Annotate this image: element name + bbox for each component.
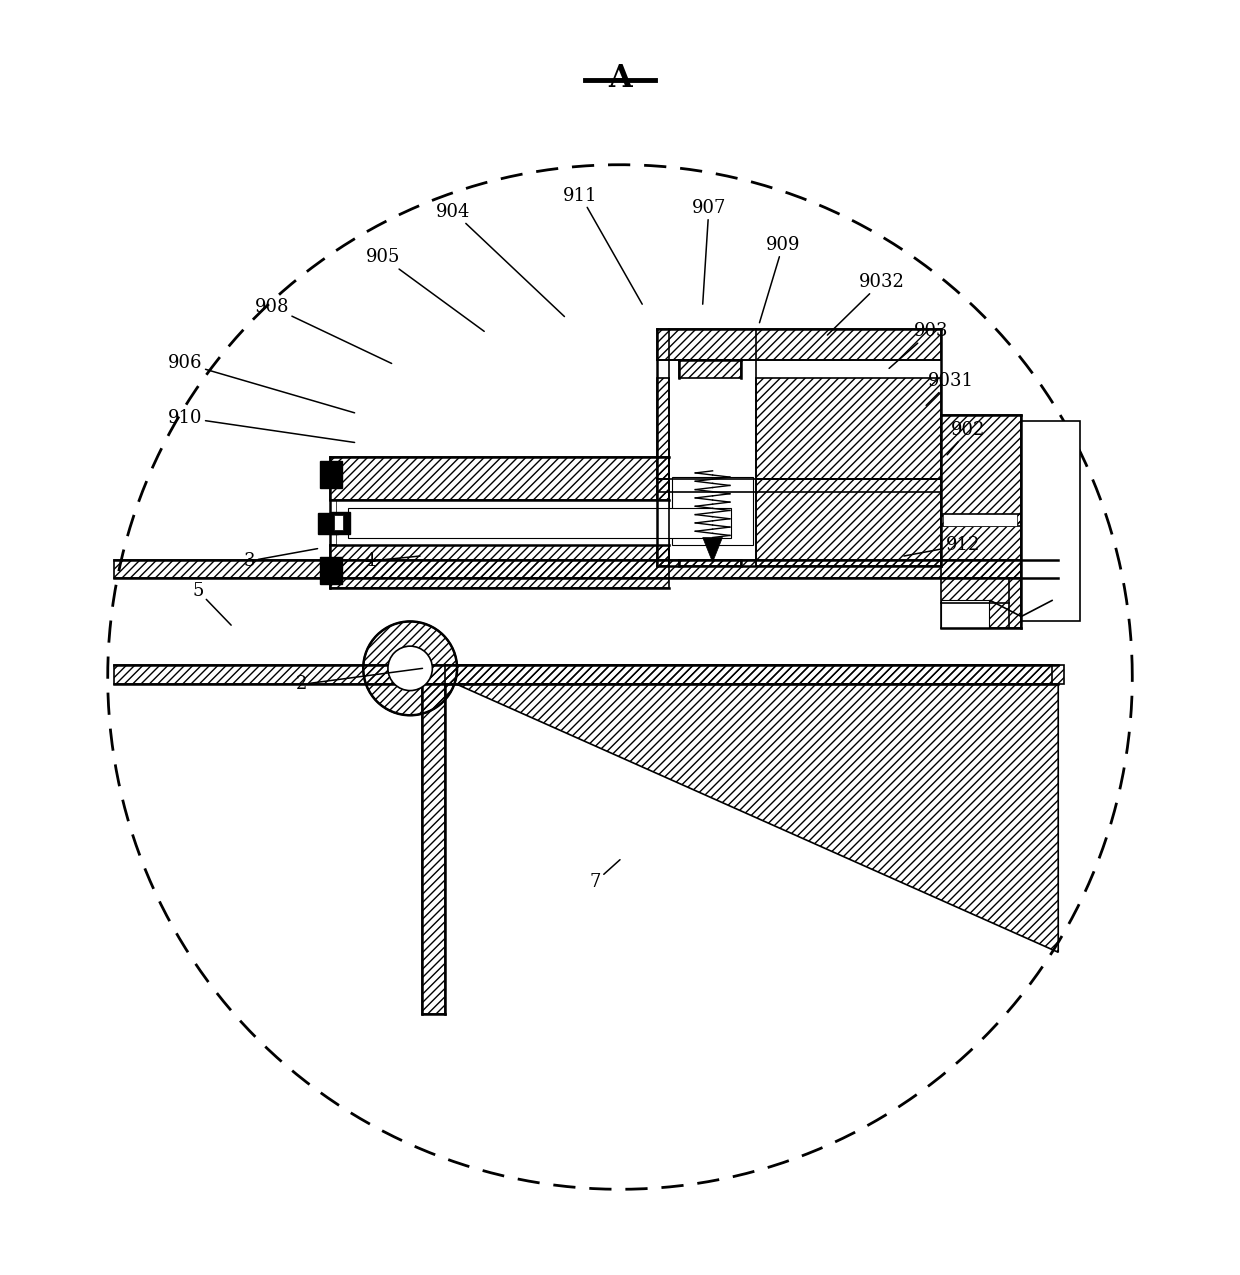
- Bar: [672, 477, 754, 544]
- Bar: [317, 513, 337, 534]
- Bar: [320, 557, 342, 584]
- Bar: [330, 544, 670, 588]
- Text: 912: 912: [904, 536, 981, 556]
- Bar: [756, 379, 941, 479]
- Bar: [320, 462, 342, 488]
- Text: 7: 7: [590, 859, 620, 891]
- Bar: [423, 685, 445, 1014]
- Bar: [680, 360, 742, 379]
- Bar: [941, 416, 1022, 527]
- Text: 906: 906: [169, 354, 355, 413]
- Bar: [330, 511, 350, 534]
- Text: 9032: 9032: [827, 273, 905, 335]
- Bar: [657, 479, 670, 566]
- Bar: [941, 601, 990, 627]
- Text: 910: 910: [169, 409, 355, 442]
- Bar: [756, 479, 941, 566]
- Bar: [336, 501, 670, 544]
- Text: 911: 911: [563, 186, 642, 305]
- Bar: [944, 514, 1018, 527]
- Text: 5: 5: [192, 581, 231, 625]
- Text: 9031: 9031: [926, 372, 973, 405]
- Bar: [657, 379, 670, 479]
- Text: 907: 907: [692, 199, 727, 305]
- Text: 2: 2: [296, 668, 423, 694]
- Bar: [1022, 422, 1080, 621]
- Text: 902: 902: [947, 421, 986, 455]
- Text: 903: 903: [889, 323, 949, 368]
- Bar: [657, 329, 941, 360]
- Text: 904: 904: [436, 203, 564, 316]
- Text: A: A: [608, 64, 632, 94]
- Bar: [334, 515, 343, 530]
- Text: 4: 4: [365, 552, 420, 570]
- Bar: [941, 514, 1022, 627]
- Bar: [348, 507, 732, 538]
- Polygon shape: [703, 538, 723, 562]
- Text: 909: 909: [759, 236, 800, 323]
- Circle shape: [388, 646, 433, 691]
- Text: 3: 3: [244, 548, 317, 570]
- Bar: [680, 560, 742, 566]
- Bar: [114, 664, 1052, 685]
- Text: 908: 908: [254, 297, 392, 363]
- Bar: [114, 560, 1052, 579]
- Text: 905: 905: [366, 249, 484, 332]
- Bar: [330, 458, 670, 501]
